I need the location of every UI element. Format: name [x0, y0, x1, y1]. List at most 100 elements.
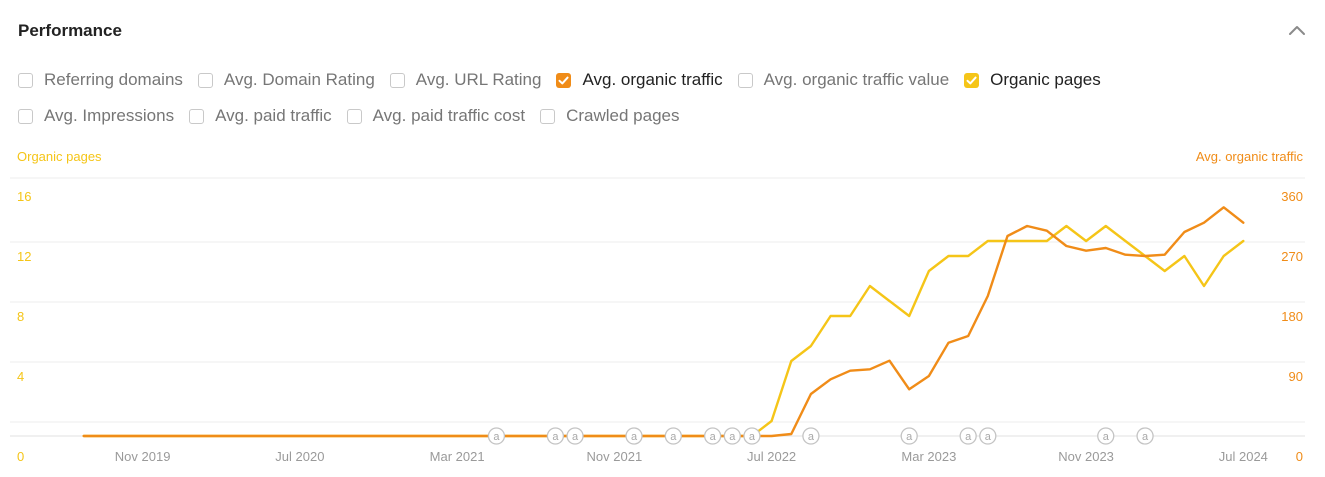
checkbox-label: Organic pages	[990, 70, 1101, 89]
y-left-tick-label: 16	[17, 189, 31, 204]
annotation-marker[interactable]: a	[703, 427, 722, 445]
annotation-marker[interactable]: a	[979, 427, 997, 445]
annotation-symbol: a	[670, 431, 677, 443]
checkbox-label: Avg. paid traffic	[215, 106, 332, 125]
checkbox-unchecked-icon[interactable]	[189, 108, 205, 124]
annotation-circle	[487, 427, 506, 445]
checkbox-avg-paid-traffic-cost[interactable]: Avg. paid traffic cost	[346, 106, 526, 126]
checkbox-label: Avg. Impressions	[44, 106, 175, 125]
annotation-symbol: a	[749, 431, 756, 443]
series-line-organic-pages	[82, 224, 1245, 438]
checkbox-unchecked-icon[interactable]	[346, 108, 362, 124]
checkbox-checked-icon[interactable]	[556, 72, 572, 88]
annotation-symbol: a	[985, 431, 992, 443]
checkbox-label: Avg. organic traffic	[582, 70, 723, 89]
checkbox-avg-impressions[interactable]: Avg. Impressions	[18, 106, 174, 126]
annotation-circle	[625, 427, 643, 445]
checkbox-avg-paid-traffic[interactable]: Avg. paid traffic	[189, 106, 332, 126]
x-tick-label: Mar 2023	[901, 449, 956, 464]
checkbox-label: Avg. paid traffic cost	[372, 106, 526, 125]
x-tick-label: Mar 2021	[430, 449, 485, 464]
annotation-marker[interactable]: a	[1136, 427, 1154, 445]
checkbox-unchecked-icon[interactable]	[197, 72, 213, 88]
checkbox-checked-icon[interactable]	[964, 72, 980, 88]
annotation-marker[interactable]: a	[802, 427, 820, 445]
annotation-symbol: a	[493, 431, 500, 443]
y-left-tick-label: 0	[17, 449, 24, 464]
metric-checkbox-row-1: Referring domains Avg. Domain Rating Avg. …	[18, 68, 1116, 92]
annotation-symbol: a	[631, 431, 638, 443]
metric-checkbox-row-2: Avg. Impressions Avg. paid traffic Avg. pa…	[18, 104, 695, 128]
checkbox-unchecked-icon[interactable]	[737, 72, 753, 88]
annotation-circle	[959, 427, 977, 445]
annotation-circle	[1097, 427, 1115, 445]
annotation-marker[interactable]: a	[959, 427, 977, 445]
x-tick-label: Nov 2019	[115, 449, 171, 464]
annotation-circle	[743, 427, 761, 445]
checkbox-referring-domains[interactable]: Referring domains	[18, 70, 183, 90]
y-right-tick-label: 90	[1289, 369, 1303, 384]
annotation-circle	[566, 427, 584, 445]
y-left-tick-label: 8	[17, 309, 24, 324]
annotation-marker[interactable]: a	[664, 427, 682, 445]
checkbox-label: Crawled pages	[566, 106, 680, 125]
checkbox-crawled-pages[interactable]: Crawled pages	[540, 106, 680, 126]
annotation-marker[interactable]: a	[566, 427, 584, 445]
x-tick-label: Jul 2024	[1219, 449, 1268, 464]
annotation-symbol: a	[965, 431, 972, 443]
performance-header: Performance	[18, 20, 1308, 44]
checkbox-avg-organic-traffic-value[interactable]: Avg. organic traffic value	[737, 70, 950, 90]
y-right-tick-label: 360	[1281, 189, 1303, 204]
checkbox-unchecked-icon[interactable]	[18, 72, 33, 88]
annotation-circle	[723, 427, 741, 445]
annotation-symbol: a	[1103, 431, 1110, 443]
annotation-symbol: a	[808, 431, 815, 443]
checkbox-label: Avg. organic traffic value	[763, 70, 950, 89]
collapse-button[interactable]	[1286, 20, 1308, 42]
checkbox-unchecked-icon[interactable]	[18, 108, 33, 124]
x-tick-label: Nov 2023	[1058, 449, 1114, 464]
annotation-marker[interactable]: a	[743, 427, 761, 445]
annotation-circle	[664, 427, 682, 445]
annotation-symbol: a	[552, 431, 559, 443]
checkbox-unchecked-icon[interactable]	[389, 72, 405, 88]
annotation-marker[interactable]: a	[900, 427, 918, 445]
annotation-circle	[802, 427, 820, 445]
checkbox-avg-domain-rating[interactable]: Avg. Domain Rating	[197, 70, 375, 90]
y-right-tick-label: 180	[1281, 309, 1303, 324]
panel-title: Performance	[18, 21, 122, 40]
checkbox-label: Avg. URL Rating	[415, 70, 542, 89]
y-left-tick-label: 12	[17, 249, 31, 264]
x-tick-label: Nov 2021	[587, 449, 643, 464]
annotation-circle	[979, 427, 997, 445]
annotation-marker[interactable]: a	[625, 427, 643, 445]
y-left-tick-label: 4	[17, 369, 24, 384]
checkbox-label: Avg. Domain Rating	[223, 70, 375, 89]
checkbox-label: Referring domains	[44, 70, 183, 89]
annotation-marker[interactable]: a	[546, 427, 565, 445]
annotation-symbol: a	[572, 431, 579, 443]
checkbox-avg-url-rating[interactable]: Avg. URL Rating	[389, 70, 542, 90]
right-axis-title: Avg. organic traffic	[1195, 149, 1303, 164]
x-tick-label: Jul 2020	[275, 449, 324, 464]
chevron-up-icon	[1289, 26, 1305, 35]
annotation-marker[interactable]: a	[1097, 427, 1115, 445]
annotation-marker[interactable]: a	[487, 427, 506, 445]
y-right-tick-label: 270	[1281, 249, 1303, 264]
annotation-symbol: a	[729, 431, 736, 443]
annotation-symbol: a	[710, 431, 717, 443]
series-line-avg-organic-traffic	[82, 206, 1245, 438]
checkbox-unchecked-icon[interactable]	[540, 108, 556, 124]
annotation-circle	[1136, 427, 1154, 445]
checkbox-organic-pages[interactable]: Organic pages	[964, 70, 1101, 90]
annotation-circle	[546, 427, 565, 445]
checkbox-avg-organic-traffic[interactable]: Avg. organic traffic	[556, 70, 723, 90]
annotation-marker[interactable]: a	[723, 427, 741, 445]
annotation-symbol: a	[1142, 431, 1149, 443]
annotation-circle	[900, 427, 918, 445]
annotation-symbol: a	[906, 431, 913, 443]
left-axis-title: Organic pages	[17, 149, 102, 164]
x-tick-label: Jul 2022	[747, 449, 796, 464]
annotation-circle	[703, 427, 722, 445]
